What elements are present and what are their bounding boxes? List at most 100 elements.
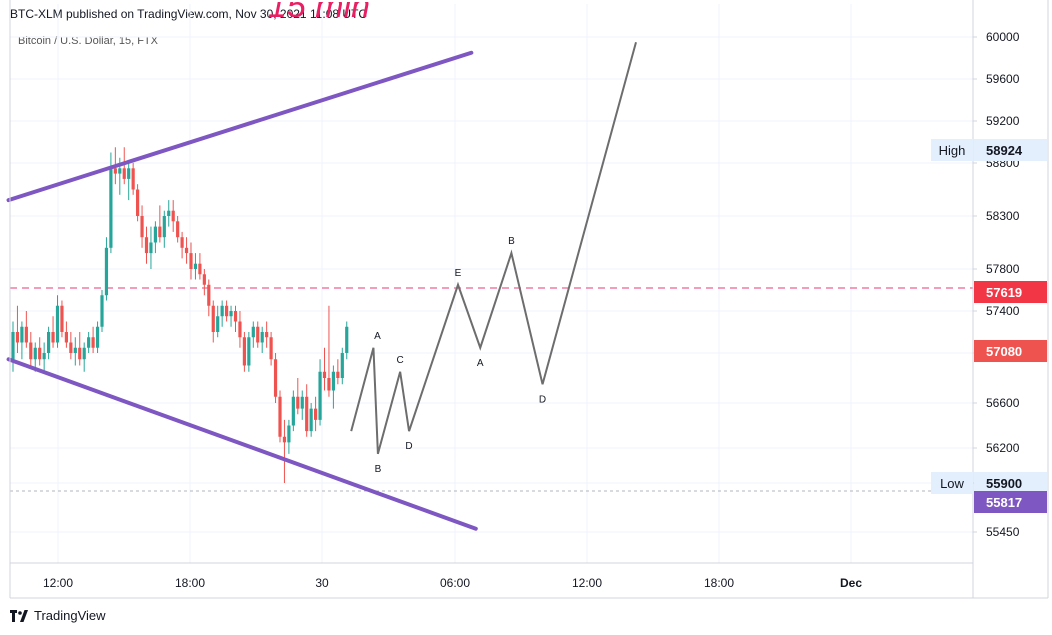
candle (82, 342, 86, 372)
current-low-price-label-bg (974, 491, 1047, 513)
candle-body (296, 396, 300, 409)
candle-body (331, 371, 335, 391)
footer-brand[interactable]: TradingView (10, 608, 106, 623)
candle-body (42, 353, 46, 360)
candle (193, 253, 198, 280)
candle-body (336, 371, 340, 378)
candle (260, 326, 264, 353)
wave-label: A (477, 358, 484, 369)
channel-lines (6, 50, 478, 531)
candle (296, 378, 300, 415)
candle (345, 321, 349, 360)
candle-body (314, 408, 318, 420)
candle (251, 321, 255, 348)
candle (47, 326, 51, 360)
tradingview-logo-icon (10, 609, 28, 622)
candle (11, 321, 15, 372)
candle-body (305, 396, 309, 432)
x-tick-label: 18:00 (704, 576, 734, 590)
candle-body (260, 332, 264, 343)
chart-grid (10, 4, 973, 563)
candle-body (171, 210, 175, 222)
channel-line-upper (6, 50, 474, 203)
wave-label: E (455, 268, 462, 279)
candle (189, 242, 193, 280)
wave-label: D (405, 441, 412, 452)
candlestick-series (11, 147, 349, 483)
candle-body (55, 305, 60, 343)
chart-axes: 6000059600592005880058300578005740057000… (9, 0, 1049, 599)
candle-body (229, 311, 233, 317)
last-price-label-bg (974, 340, 1047, 362)
wave-label: A (374, 331, 381, 342)
candle (158, 205, 162, 243)
candle (60, 300, 64, 338)
candle (64, 321, 68, 348)
candle (233, 305, 238, 332)
candle (291, 390, 295, 432)
candle-body (282, 436, 287, 443)
candle-body (189, 253, 193, 269)
candle (202, 269, 206, 296)
candle-body (273, 359, 278, 397)
y-tick-label: 59600 (986, 72, 1020, 86)
candle (38, 337, 42, 366)
candle-body (100, 295, 104, 327)
candle-body (242, 337, 246, 366)
candle-body (207, 284, 211, 306)
candle-body (340, 353, 344, 378)
candle-body (38, 347, 42, 360)
candle (229, 305, 233, 327)
candle-body (11, 332, 15, 360)
candle (149, 226, 153, 269)
candle (73, 337, 77, 366)
candle (336, 359, 340, 385)
candle (171, 200, 175, 232)
candle (78, 332, 82, 366)
candle-body (198, 263, 202, 275)
candle (91, 326, 95, 353)
high-price-label-bg (974, 139, 1047, 161)
candle-body (136, 189, 140, 216)
candle (287, 419, 291, 454)
candle-body (184, 247, 189, 254)
candle-body (51, 332, 55, 343)
candle-body (322, 371, 327, 378)
candle-body (291, 396, 295, 426)
low-price-label: 55900 (986, 476, 1022, 491)
candle (282, 419, 287, 483)
candle (55, 295, 60, 348)
candle (51, 316, 55, 348)
y-tick-label: 60000 (986, 30, 1020, 44)
candle (238, 311, 242, 348)
candle (24, 311, 28, 348)
candle (104, 237, 109, 301)
wave-projection: A B C D E A B D (350, 41, 637, 475)
candle-body (269, 337, 273, 360)
chart-title-text: 15 min (268, 2, 371, 25)
candle-body (211, 305, 215, 332)
candle-body (309, 408, 313, 432)
candle (269, 332, 273, 366)
candle (211, 300, 215, 343)
candle-body (24, 326, 28, 343)
candle (225, 300, 229, 322)
candle (309, 403, 313, 437)
candle-body (233, 311, 238, 322)
candle (136, 184, 140, 222)
y-tick-label: 57400 (986, 304, 1020, 318)
candle (198, 253, 202, 280)
candle (216, 305, 220, 338)
candle-body (327, 378, 331, 391)
candle-body (144, 237, 149, 254)
projection-path (350, 41, 637, 455)
high-tag: High (939, 143, 966, 158)
candle-body (167, 210, 171, 216)
y-tick-label: 59200 (986, 114, 1020, 128)
candle-body (33, 347, 37, 360)
publish-header: BTC-XLM published on TradingView.com, No… (10, 7, 368, 21)
candle-body (247, 337, 251, 366)
candle-body (15, 332, 20, 343)
footer-brand-label: TradingView (34, 608, 106, 623)
